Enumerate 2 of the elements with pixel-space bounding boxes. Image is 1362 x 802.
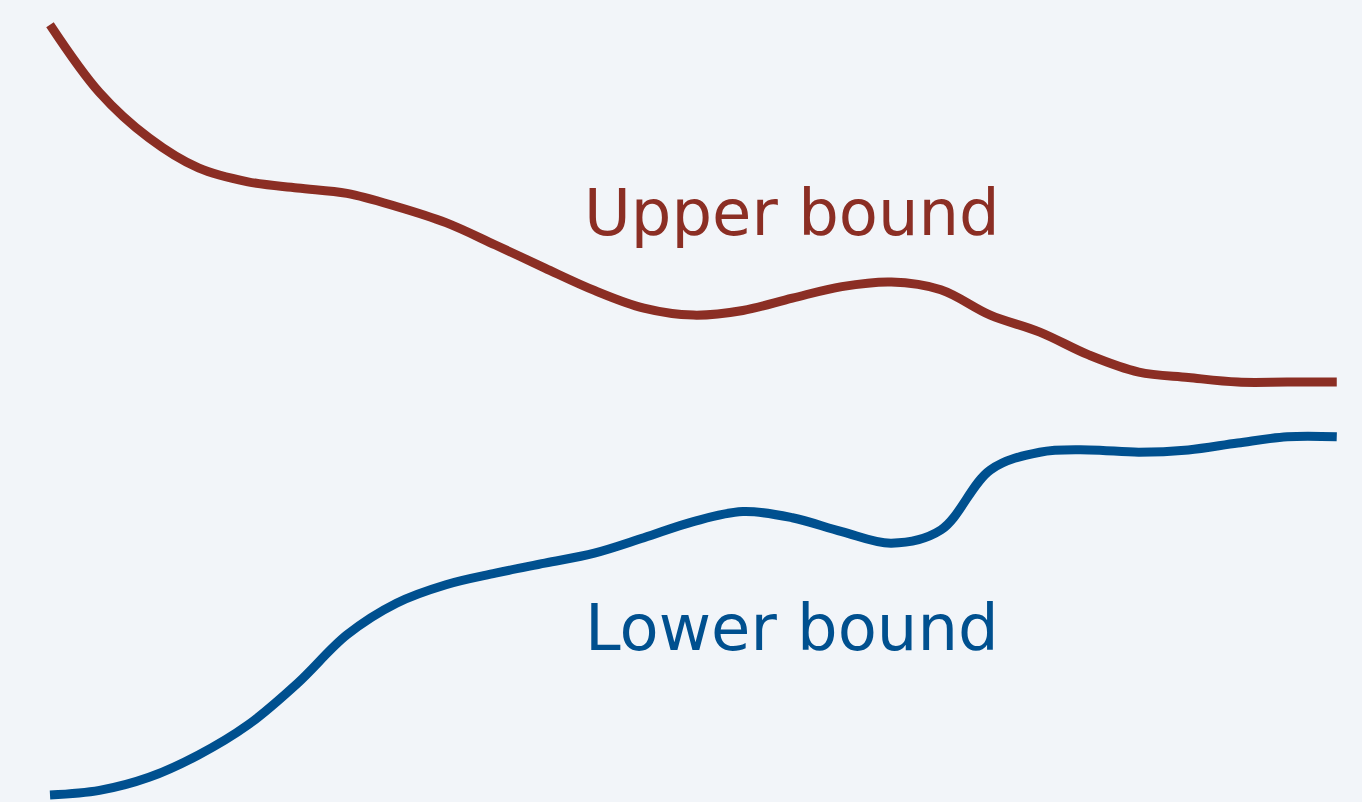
series-label: Upper bound (584, 176, 1000, 250)
series-label: Lower bound (585, 591, 999, 665)
